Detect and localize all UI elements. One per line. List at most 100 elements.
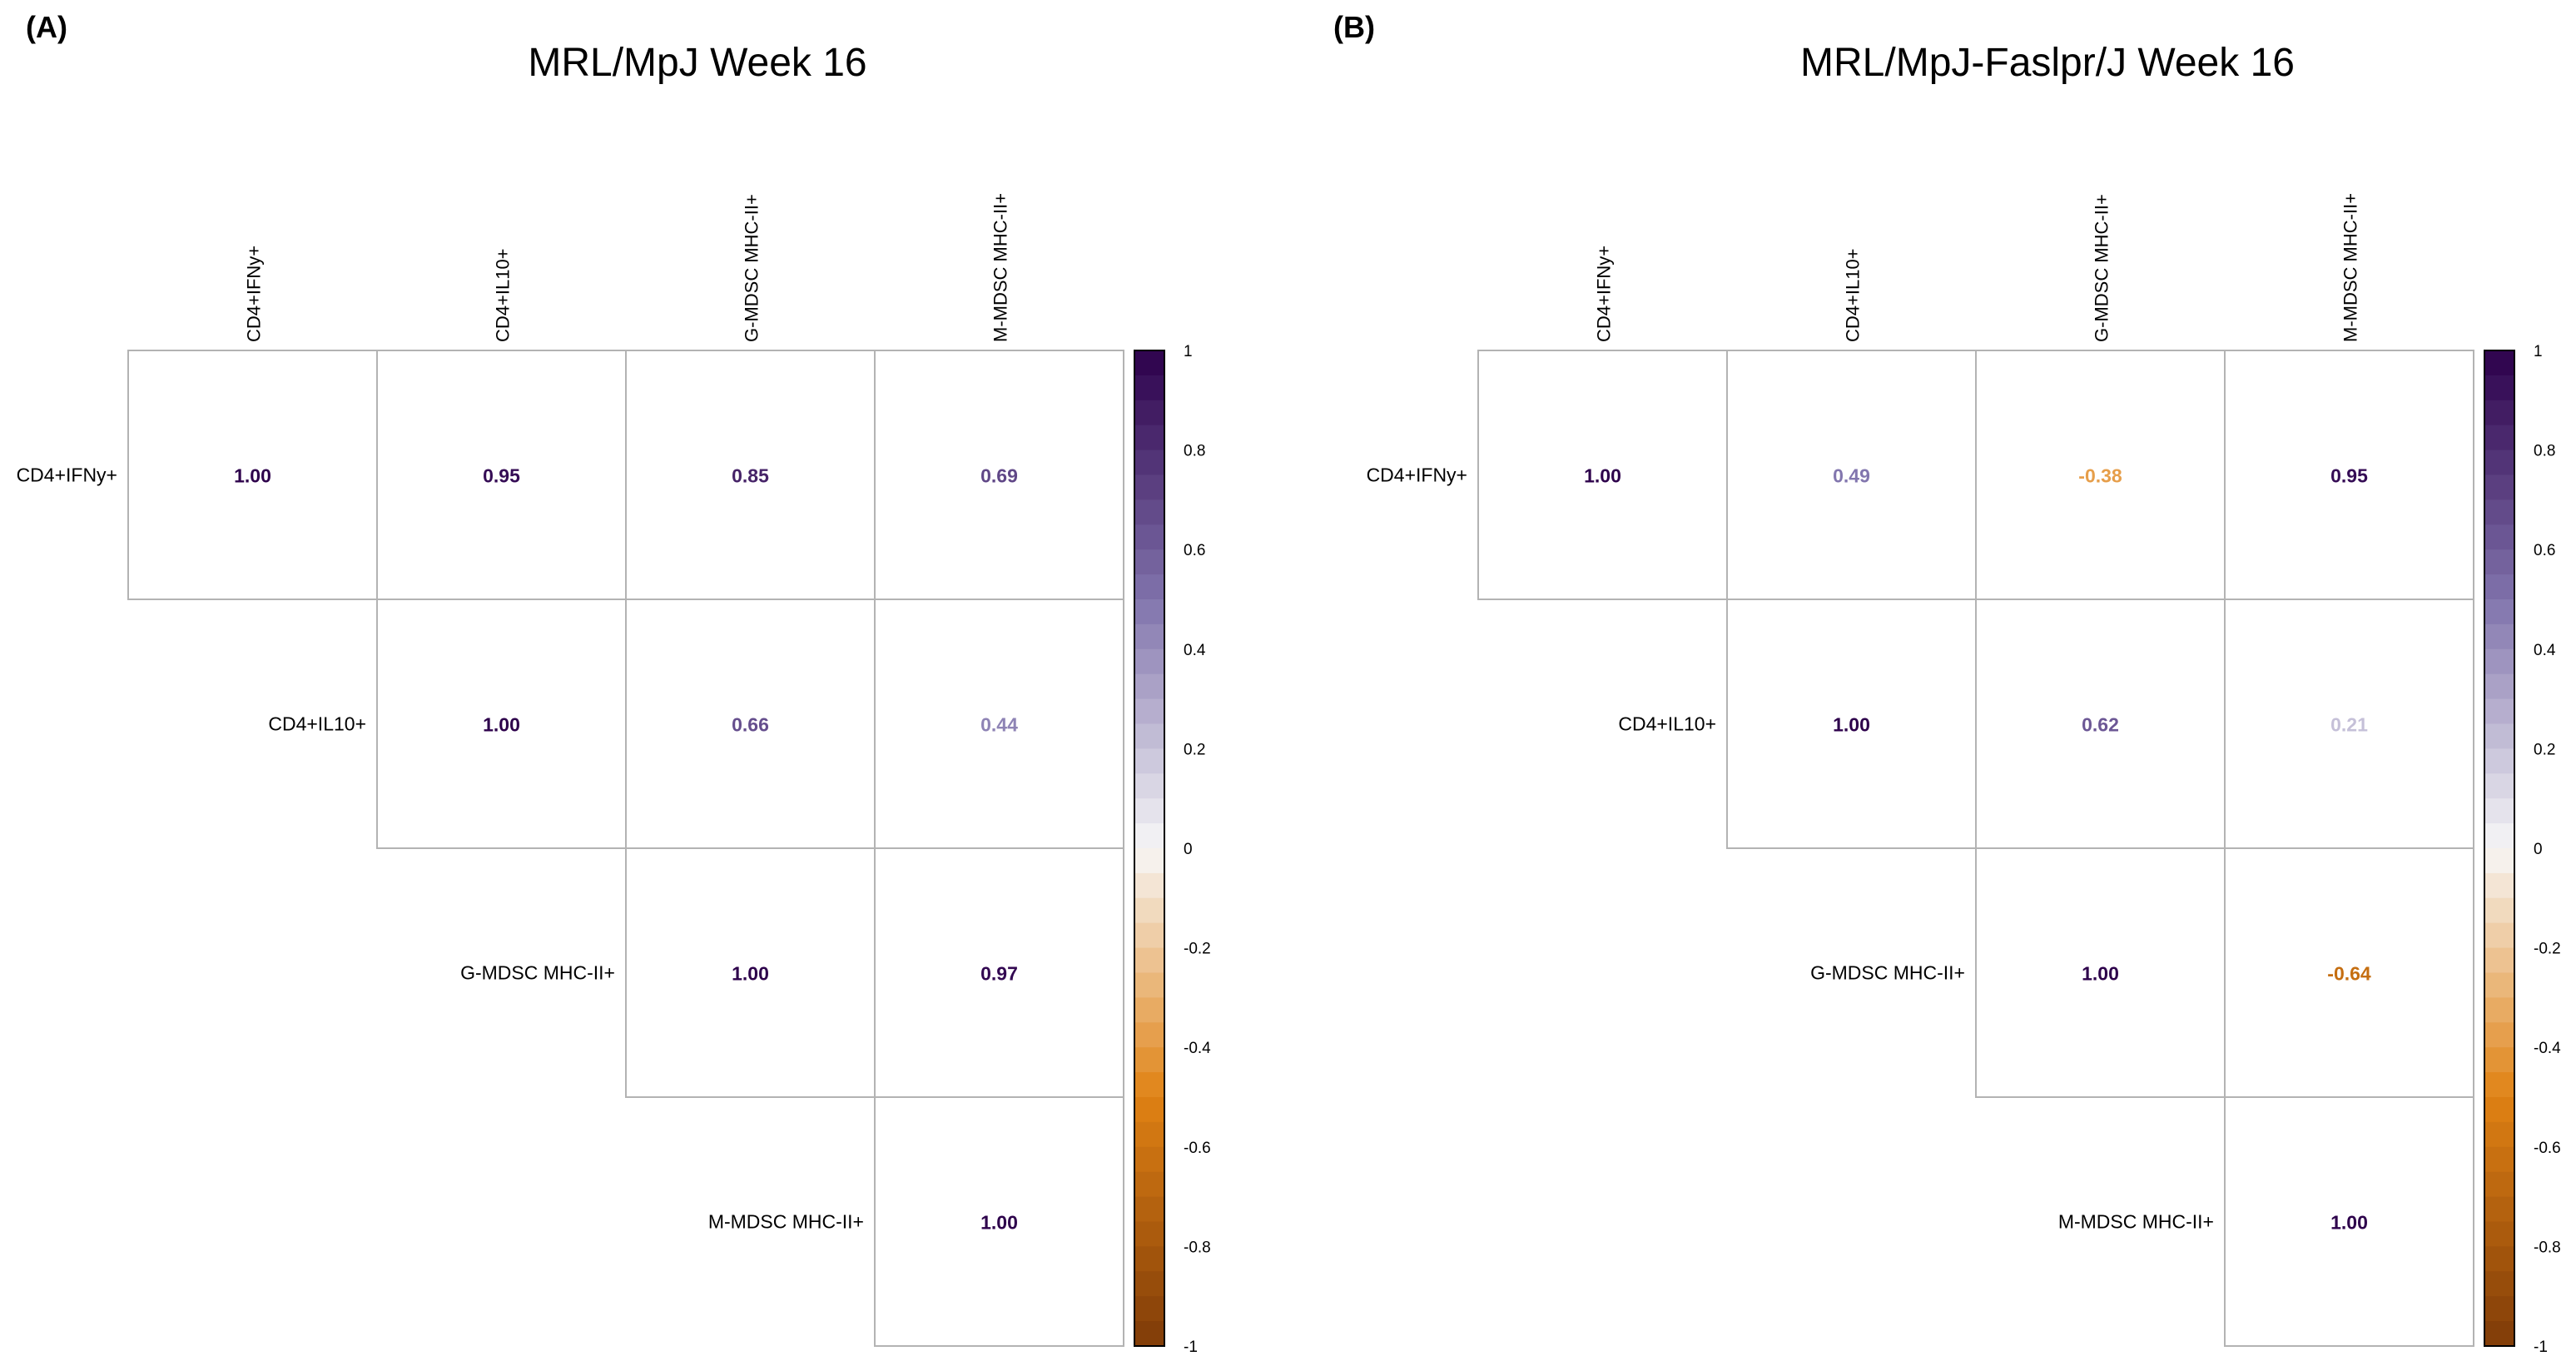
colorbar-segment	[2484, 897, 2514, 924]
cell-value-label: 0.21	[2330, 714, 2368, 736]
colorbar-segment	[1134, 1246, 1164, 1272]
colorbar-tick-label: 0.6	[1184, 542, 1205, 559]
heatmap-cell	[376, 599, 627, 849]
row-label: G-MDSC MHC-II+	[1810, 962, 1965, 984]
colorbar-segment	[2484, 823, 2514, 849]
cell-value-label: 0.66	[732, 714, 769, 736]
colorbar-segment	[1134, 872, 1164, 899]
colorbar-tick-label: 1	[2534, 343, 2543, 360]
heatmap-cell	[2224, 350, 2474, 600]
colorbar-segment	[2484, 997, 2514, 1023]
colorbar-tick-label: 0.8	[2534, 443, 2555, 460]
colorbar-segment	[2484, 673, 2514, 700]
colorbar-segment	[1134, 823, 1164, 849]
colorbar-segment	[2484, 872, 2514, 899]
heatmap-cell	[127, 350, 378, 600]
cell-value-label: 0.85	[732, 465, 769, 487]
colorbar-segment	[1134, 798, 1164, 824]
colorbar-segment	[2484, 848, 2514, 874]
colorbar-tick-label: 1	[1184, 343, 1193, 360]
colorbar-segment	[2484, 400, 2514, 426]
column-label: M-MDSC MHC-II+	[2340, 193, 2361, 342]
colorbar-segment	[1134, 723, 1164, 749]
cell-value-label: 1.00	[732, 963, 769, 985]
colorbar-segment	[2484, 1246, 2514, 1272]
colorbar-tick-label: -0.6	[2534, 1140, 2561, 1157]
colorbar-tick-label: -0.4	[2534, 1040, 2561, 1057]
row-label: M-MDSC MHC-II+	[2058, 1211, 2214, 1233]
colorbar-tick-label: 0	[2534, 841, 2543, 858]
colorbar-segment	[1134, 425, 1164, 451]
cell-value-label: 0.44	[980, 714, 1018, 736]
colorbar-segment	[2484, 1047, 2514, 1073]
colorbar-segment	[2484, 748, 2514, 774]
colorbar-segment	[2484, 1221, 2514, 1247]
colorbar-segment	[1134, 623, 1164, 650]
cell-value-label: 0.97	[980, 963, 1018, 985]
cell-value-label: -0.38	[2078, 465, 2122, 487]
panel-a: (A) MRL/MpJ Week 16 CD4+IFNy+ CD4+IL10+ G-MD…	[17, 10, 1212, 1356]
colorbar-segment	[1134, 450, 1164, 476]
colorbar-segment	[1134, 1121, 1164, 1148]
heatmap-cell	[625, 599, 876, 849]
colorbar-segment	[1134, 848, 1164, 874]
colorbar-segment	[1134, 1072, 1164, 1098]
colorbar-segment	[2484, 723, 2514, 749]
heatmap-cell	[1975, 847, 2226, 1098]
cell-value-label: 1.00	[1833, 714, 1870, 736]
cell-value-label: 1.00	[483, 714, 520, 736]
colorbar-segment	[1134, 350, 1164, 376]
colorbar-segment	[2484, 648, 2514, 675]
colorbar-segment	[1134, 922, 1164, 949]
colorbar-segment	[1134, 947, 1164, 974]
colorbar-segment	[1134, 1047, 1164, 1073]
colorbar-segment	[2484, 1121, 2514, 1148]
colorbar-segment	[1134, 997, 1164, 1023]
panel-label: (B)	[1333, 10, 1375, 44]
colorbar-tick-label: -0.8	[1184, 1239, 1211, 1256]
colorbar-segment	[2484, 350, 2514, 376]
heatmap-cell	[1975, 599, 2226, 849]
colorbar-tick-label: -1	[1184, 1339, 1198, 1356]
colorbar-segment	[1134, 549, 1164, 575]
colorbar-segment	[1134, 1271, 1164, 1297]
cell-value-label: 0.62	[2082, 714, 2119, 736]
colorbar-segment	[2484, 524, 2514, 550]
colorbar-segment	[1134, 897, 1164, 924]
colorbar-segment	[1134, 673, 1164, 700]
colorbar-segment	[1134, 1022, 1164, 1048]
colorbar-segment	[2484, 1321, 2514, 1347]
colorbar-segment	[2484, 947, 2514, 974]
colorbar-segment	[1134, 1146, 1164, 1173]
colorbar-segment	[2484, 1296, 2514, 1322]
heatmap-cell	[1726, 599, 1977, 849]
row-label: CD4+IFNy+	[17, 464, 117, 486]
colorbar-segment	[2484, 798, 2514, 824]
heatmap-cell	[2224, 599, 2474, 849]
cell-value-label: -0.64	[2327, 963, 2371, 985]
row-label: CD4+IL10+	[1618, 713, 1716, 735]
cell-value-label: 0.95	[2330, 465, 2368, 487]
colorbar-segment	[2484, 599, 2514, 625]
colorbar-segment	[1134, 1221, 1164, 1247]
heatmap-cell	[874, 1096, 1124, 1347]
colorbar-segment	[2484, 499, 2514, 525]
column-label: CD4+IFNy+	[1594, 246, 1615, 342]
colorbar-tick-label: -1	[2534, 1339, 2548, 1356]
colorbar-segment	[2484, 1271, 2514, 1297]
colorbar-tick-label: 0.6	[2534, 542, 2555, 559]
colorbar-frame	[2484, 350, 2515, 1347]
cell-value-label: 1.00	[2330, 1212, 2368, 1234]
heatmap-cell	[1726, 350, 1977, 600]
colorbar-segment	[2484, 574, 2514, 600]
column-label: G-MDSC MHC-II+	[742, 194, 762, 342]
colorbar-segment	[2484, 549, 2514, 575]
row-label: CD4+IFNy+	[1367, 464, 1467, 486]
column-label: CD4+IL10+	[493, 248, 514, 342]
colorbar-segment	[1134, 524, 1164, 550]
colorbar-tick-label: 0.4	[1184, 642, 1206, 659]
colorbar-tick-label: -0.4	[1184, 1040, 1211, 1057]
colorbar-segment	[1134, 698, 1164, 725]
row-label: M-MDSC MHC-II+	[708, 1211, 864, 1233]
